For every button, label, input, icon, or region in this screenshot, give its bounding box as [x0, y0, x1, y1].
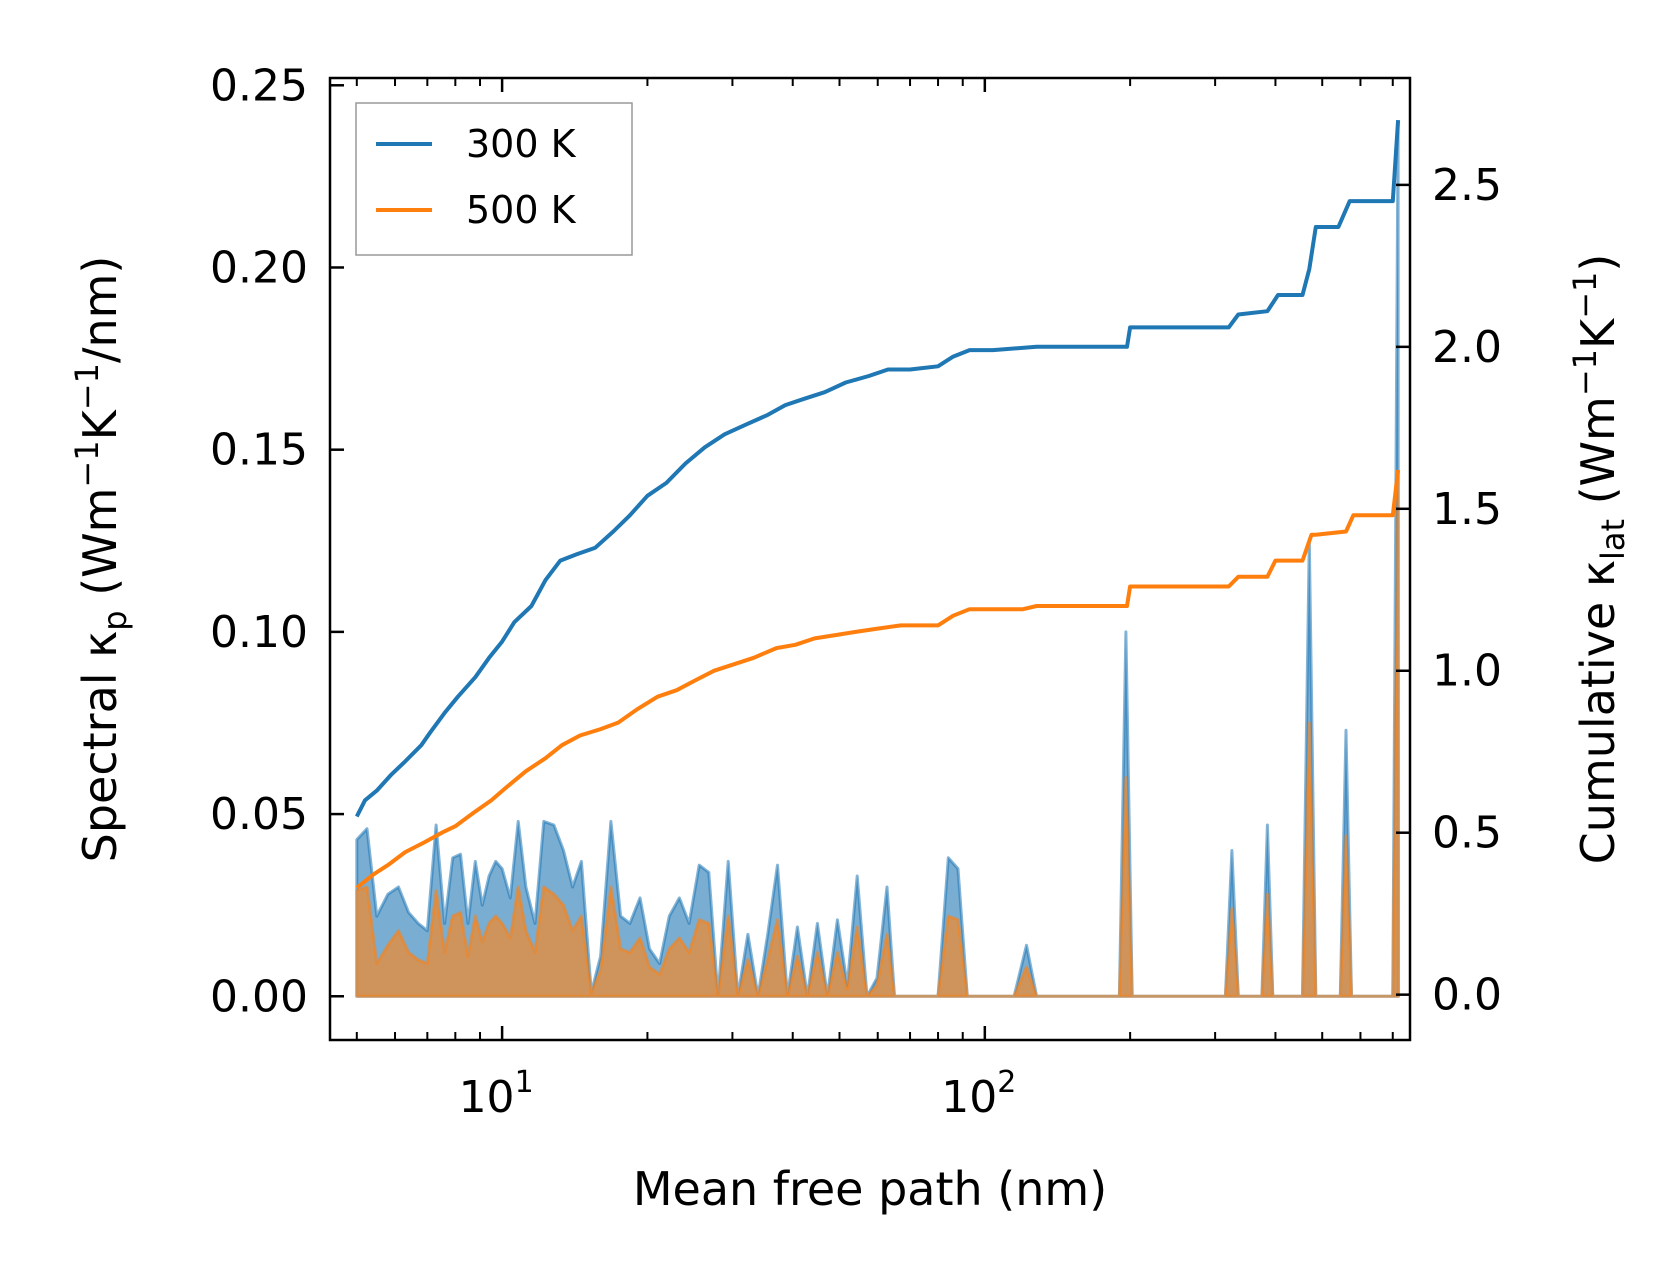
left-tick-label: 0.00 — [210, 971, 308, 1022]
legend-label-300k: 300 K — [466, 122, 577, 166]
right-tick-label: 1.5 — [1432, 484, 1502, 535]
legend-box — [355, 102, 633, 256]
right-tick-label: 1.0 — [1432, 646, 1502, 697]
ticks-layer: 0.00 0.05 0.10 0.15 0.20 0.25 0.0 0.5 1.0 1.5 2.0 2… — [210, 60, 1502, 1123]
legend: 300 K 500 K — [355, 102, 633, 256]
x-tick-label: 102 — [941, 1065, 1016, 1123]
right-tick-label: 2.5 — [1432, 160, 1502, 211]
cumulative-layer — [355, 119, 1401, 890]
cumulative-line-500k — [355, 469, 1401, 890]
right-tick-label: 2.0 — [1432, 322, 1502, 373]
spectral-area-300k — [355, 120, 1400, 998]
left-tick-label: 0.25 — [210, 60, 308, 111]
left-axis-title: Spectral κp (Wm−1K−1/nm) — [68, 256, 134, 863]
left-tick-label: 0.20 — [210, 242, 308, 293]
x-axis-title: Mean free path (nm) — [633, 1162, 1107, 1216]
x-tick-label: 101 — [459, 1065, 534, 1123]
right-axis-title: Cumulative κlat (Wm−1K−1) — [1566, 254, 1632, 865]
cumulative-line-300k — [355, 119, 1401, 818]
right-tick-label: 0.0 — [1432, 970, 1502, 1021]
left-tick-label: 0.15 — [210, 425, 308, 476]
plot-frame — [328, 76, 1412, 1042]
spectral-area-500k — [355, 470, 1400, 998]
spectral-layer — [355, 120, 1400, 998]
left-tick-label: 0.10 — [210, 607, 308, 658]
left-tick-label: 0.05 — [210, 789, 308, 840]
right-tick-label: 0.5 — [1432, 808, 1502, 859]
legend-label-500k: 500 K — [466, 188, 577, 232]
